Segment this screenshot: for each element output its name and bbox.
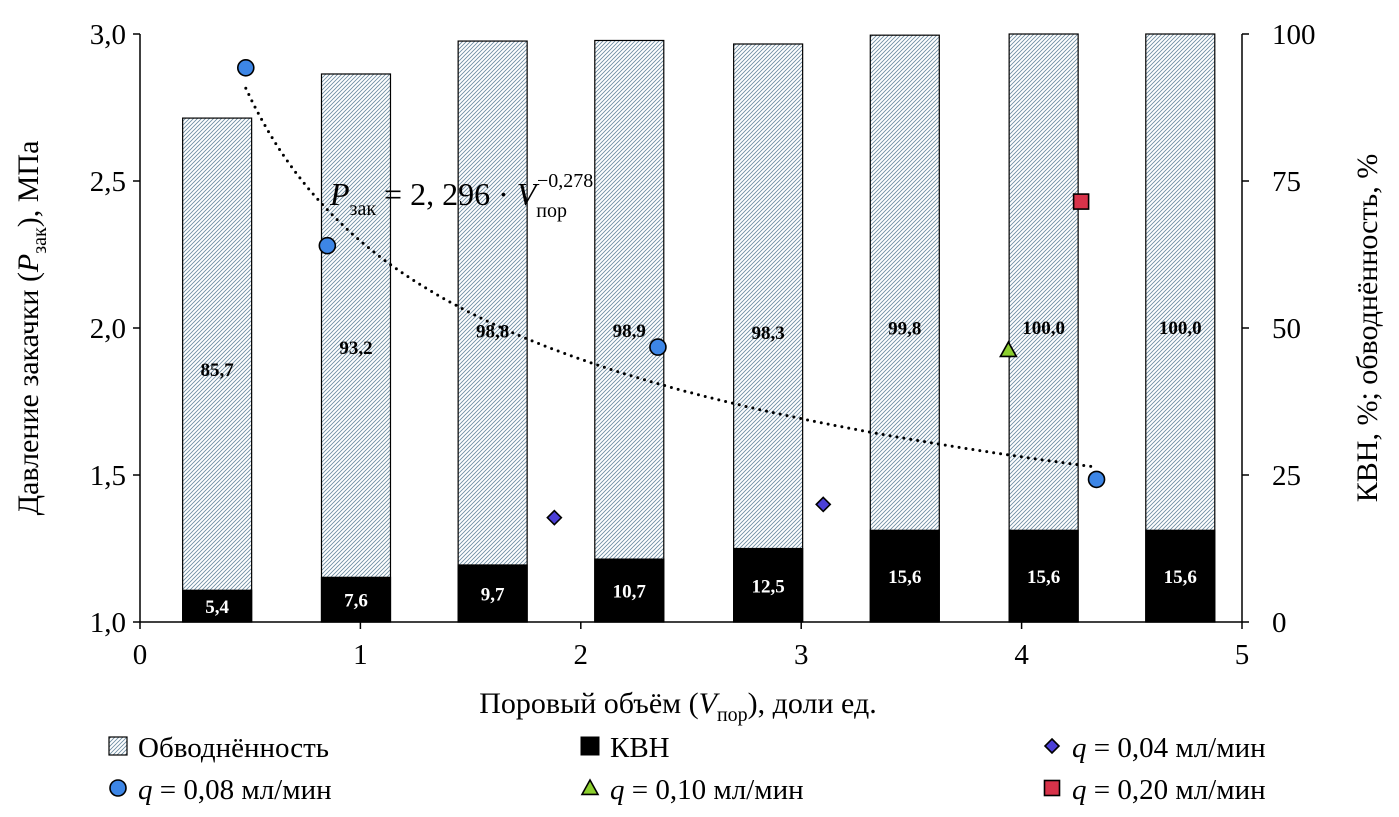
kvn-bar <box>182 589 253 623</box>
kvn-bar-label: 15,6 <box>888 567 921 588</box>
x-tick-label: 2 <box>574 639 589 671</box>
trendline-layer <box>244 86 1098 469</box>
triangle-point <box>999 340 1018 358</box>
x-axis-title: Поровый объём (Vпор), доли ед. <box>479 687 876 726</box>
y-right-tick-label: 25 <box>1272 460 1301 492</box>
kvn-bar-label: 10,7 <box>613 582 647 603</box>
circle-point <box>1087 470 1106 489</box>
bars-layer: 85,75,493,27,698,89,798,910,798,312,599,… <box>182 33 1216 623</box>
kvn-bar-label: 15,6 <box>1164 567 1197 588</box>
watercut-bar-label: 98,9 <box>613 321 646 342</box>
watercut-bar <box>733 43 804 623</box>
watercut-bar <box>594 39 665 623</box>
kvn-bar-label: 5,4 <box>205 597 229 618</box>
legend-label: q = 0,04 мл/мин <box>1072 732 1266 764</box>
trendline-equation: Pзак = 2, 296 · Vпор−0,278 <box>329 170 593 222</box>
watercut-bar <box>869 34 940 623</box>
kvn-bar <box>320 576 392 623</box>
kvn-bar-label: 7,6 <box>344 591 368 612</box>
x-tick-label: 0 <box>133 639 148 671</box>
y-right-tick-label: 0 <box>1272 607 1287 639</box>
svg-text:Pзак = 2, 296 · Vпор−0,278: Pзак = 2, 296 · Vпор−0,278 <box>329 170 593 222</box>
legend-circle-icon <box>109 779 127 797</box>
kvn-bar <box>869 529 940 623</box>
legend-black-icon <box>580 736 600 756</box>
square-point <box>1072 193 1090 210</box>
watercut-bar-label: 100,0 <box>1159 318 1202 339</box>
legend-hatch-icon <box>108 736 128 756</box>
svg-text:Поровый объём (Vпор), доли ед.: Поровый объём (Vпор), доли ед. <box>479 687 876 726</box>
y-axis-right-title: КВН, %; обводнённость, % <box>1351 154 1384 502</box>
y-left-tick-label: 2,0 <box>90 313 126 345</box>
scatter-layer <box>236 59 1106 526</box>
circle-point <box>318 236 337 255</box>
watercut-bar-label: 93,2 <box>339 338 372 359</box>
y-left-tick-label: 3,0 <box>90 19 126 51</box>
watercut-bar-label: 100,0 <box>1022 318 1065 339</box>
diamond-point <box>546 509 563 526</box>
y-axis-left-title: Давление закачки (Pзак), МПа <box>12 141 51 516</box>
kvn-bar <box>457 564 528 623</box>
x-tick-label: 1 <box>353 639 368 671</box>
y-right-tick-label: 100 <box>1272 19 1316 51</box>
kvn-bar <box>1145 529 1216 623</box>
watercut-bar <box>320 73 392 623</box>
watercut-bar <box>457 40 528 623</box>
y-right-tick-label: 75 <box>1272 166 1301 198</box>
watercut-bar-label: 98,3 <box>752 323 785 344</box>
circle-point <box>649 338 667 356</box>
svg-text:Давление закачки (Pзак), МПа: Давление закачки (Pзак), МПа <box>12 141 51 516</box>
diamond-point <box>815 496 832 513</box>
kvn-bar <box>594 558 665 623</box>
legend-triangle-icon <box>580 778 600 796</box>
circle-point <box>236 59 255 77</box>
y-left-tick-label: 1,0 <box>90 607 126 639</box>
watercut-bar-label: 85,7 <box>201 360 235 381</box>
legend-label: q = 0,20 мл/мин <box>1072 774 1266 806</box>
kvn-bar <box>1008 529 1079 623</box>
y-left-tick-label: 2,5 <box>90 166 126 198</box>
legend-label: Обводнённость <box>138 732 329 764</box>
watercut-bar <box>1145 33 1216 623</box>
trendline <box>244 86 1098 469</box>
axes-layer: 1,0 1,5 2,0 2,5 3,0 0 25 50 75 100 0 1 2 3 4 5 <box>90 19 1316 671</box>
watercut-bar <box>182 117 253 623</box>
legend-label: КВН <box>610 732 670 764</box>
x-tick-label: 4 <box>1014 639 1029 671</box>
x-tick-label: 3 <box>794 639 809 671</box>
svg-text:КВН, %; обводнённость, %: КВН, %; обводнённость, % <box>1351 154 1384 502</box>
legend-square-icon <box>1043 779 1061 797</box>
watercut-bar-label: 99,8 <box>888 319 921 340</box>
kvn-bar-label: 9,7 <box>481 584 505 605</box>
legend: Обводнённость КВН q = 0,04 мл/мин q = 0,08 … <box>108 732 1266 806</box>
watercut-bar <box>1008 33 1079 623</box>
y-right-tick-label: 50 <box>1272 313 1301 345</box>
kvn-bar-label: 12,5 <box>752 576 785 597</box>
legend-label: q = 0,10 мл/мин <box>610 774 804 806</box>
y-left-tick-label: 1,5 <box>90 460 126 492</box>
legend-diamond-icon <box>1043 737 1061 755</box>
x-tick-label: 5 <box>1235 639 1250 671</box>
kvn-bar-label: 15,6 <box>1027 567 1060 588</box>
legend-label: q = 0,08 мл/мин <box>138 774 332 806</box>
